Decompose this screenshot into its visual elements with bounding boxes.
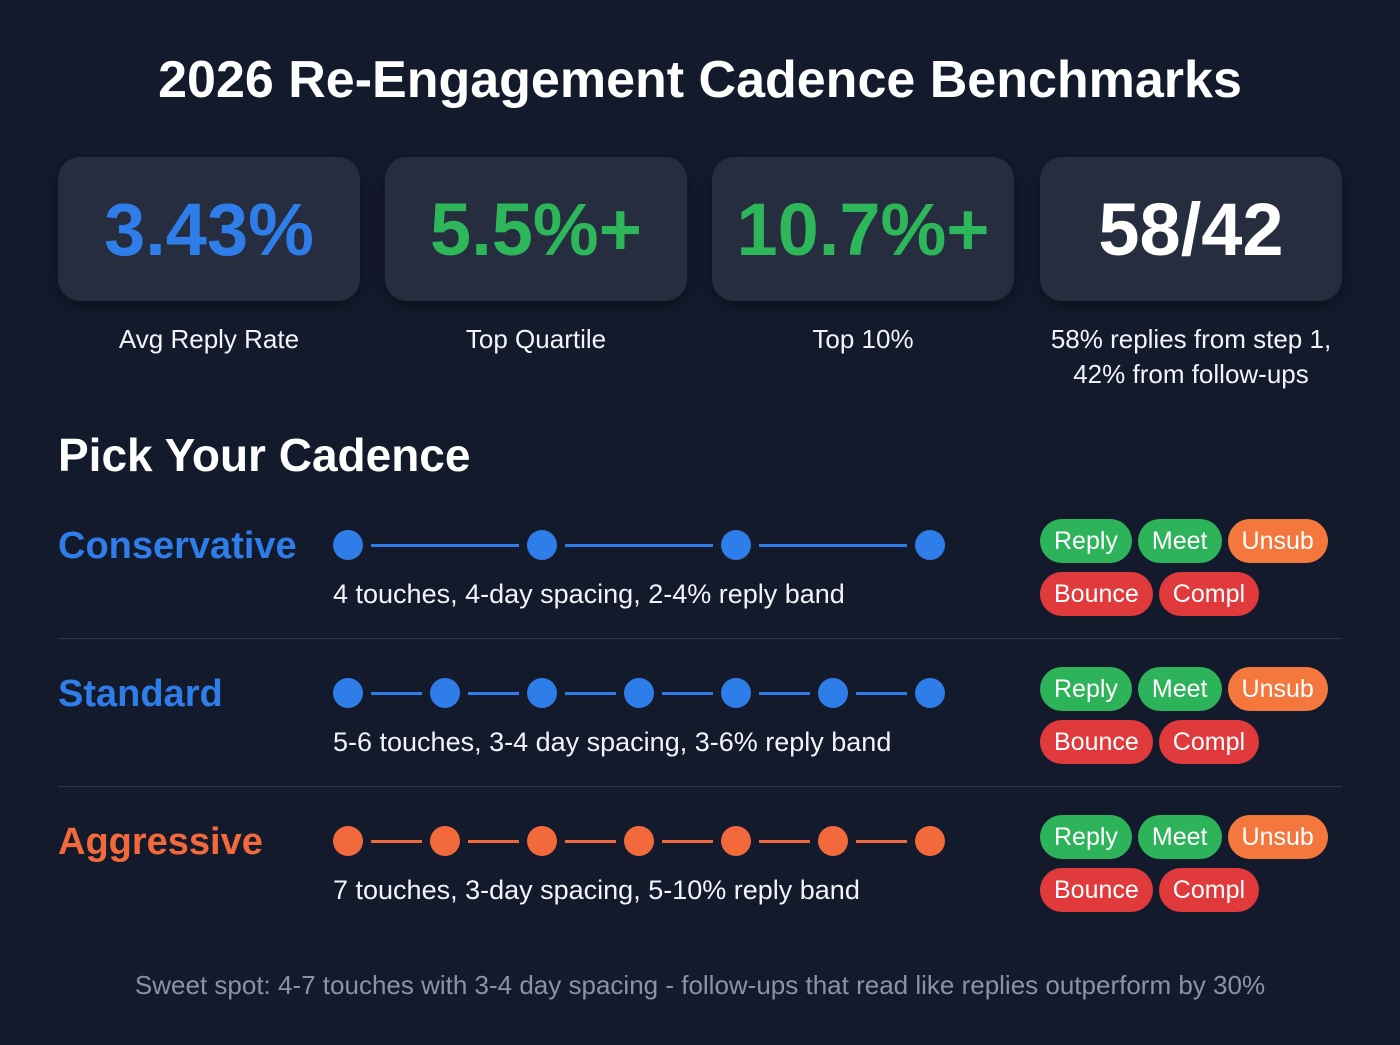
- stat-value: 58/42: [1098, 187, 1284, 271]
- touch-connector: [565, 544, 713, 547]
- touch-dot: [527, 826, 557, 856]
- touch-connector: [662, 840, 713, 843]
- outcome-pill-reply: Reply: [1040, 815, 1132, 859]
- touch-timeline: [333, 529, 945, 561]
- touch-dot: [333, 826, 363, 856]
- stat-label: Top 10%: [812, 324, 914, 354]
- touch-connector: [759, 692, 810, 695]
- outcome-pill-bounce: Bounce: [1040, 720, 1153, 764]
- stat-value: 3.43%: [104, 187, 314, 271]
- cadence-description: 7 touches, 3-day spacing, 5-10% reply ba…: [333, 875, 860, 905]
- cadence-name: Conservative: [58, 525, 297, 567]
- outcome-tags: Reply Meet Unsub Bounce Compl: [1040, 519, 1360, 625]
- touch-dot: [430, 826, 460, 856]
- outcome-tags: Reply Meet Unsub Bounce Compl: [1040, 667, 1360, 773]
- outcome-pill-meet: Meet: [1137, 667, 1222, 711]
- outcome-pill-compl: Compl: [1158, 720, 1260, 764]
- row-divider: [58, 638, 1342, 639]
- page-title: 2026 Re-Engagement Cadence Benchmarks: [158, 51, 1242, 109]
- touch-dot: [527, 530, 557, 560]
- touch-dot: [333, 530, 363, 560]
- cadence-name: Aggressive: [58, 821, 263, 863]
- stat-label: 58% replies from step 1, 42% from follow…: [1050, 324, 1332, 389]
- touch-timeline: [333, 825, 945, 857]
- cadence-description: 4 touches, 4-day spacing, 2-4% reply ban…: [333, 579, 845, 609]
- cadence-description: 5-6 touches, 3-4 day spacing, 3-6% reply…: [333, 727, 892, 757]
- stat-label: Avg Reply Rate: [118, 324, 300, 354]
- touch-connector: [468, 692, 519, 695]
- touch-dot: [915, 678, 945, 708]
- touch-connector: [565, 692, 616, 695]
- touch-connector: [856, 840, 907, 843]
- outcome-pill-bounce: Bounce: [1040, 868, 1153, 912]
- stat-card: 3.43%: [58, 157, 360, 301]
- outcome-pill-reply: Reply: [1040, 667, 1132, 711]
- stat-value: 5.5%+: [430, 187, 642, 271]
- outcome-pill-unsub: Unsub: [1227, 519, 1328, 563]
- footer-note: Sweet spot: 4-7 touches with 3-4 day spa…: [134, 970, 1266, 1000]
- touch-connector: [759, 544, 907, 547]
- row-divider: [58, 786, 1342, 787]
- stat-card: 10.7%+: [712, 157, 1014, 301]
- cadence-row-standard: Standard 5-6 touches, 3-4 day spacing, 3-…: [0, 653, 1400, 801]
- stat-card: 58/42: [1040, 157, 1342, 301]
- outcome-pill-meet: Meet: [1137, 519, 1222, 563]
- touch-dot: [818, 678, 848, 708]
- touch-dot: [527, 678, 557, 708]
- cadence-row-conservative: Conservative 4 touches, 4-day spacing, 2-…: [0, 505, 1400, 653]
- touch-connector: [662, 692, 713, 695]
- outcome-pill-bounce: Bounce: [1040, 572, 1153, 616]
- section-title: Pick Your Cadence: [58, 429, 471, 481]
- outcome-pill-unsub: Unsub: [1227, 667, 1328, 711]
- touch-dot: [624, 826, 654, 856]
- outcome-tags: Reply Meet Unsub Bounce Compl: [1040, 815, 1360, 921]
- touch-dot: [721, 530, 751, 560]
- touch-connector: [565, 840, 616, 843]
- touch-dot: [721, 678, 751, 708]
- outcome-pill-unsub: Unsub: [1227, 815, 1328, 859]
- touch-dot: [915, 826, 945, 856]
- touch-connector: [371, 544, 519, 547]
- touch-connector: [371, 840, 422, 843]
- stat-card: 5.5%+: [385, 157, 687, 301]
- stat-value: 10.7%+: [736, 187, 990, 271]
- touch-dot: [721, 826, 751, 856]
- outcome-pill-meet: Meet: [1137, 815, 1222, 859]
- touch-connector: [759, 840, 810, 843]
- outcome-pill-reply: Reply: [1040, 519, 1132, 563]
- touch-dot: [430, 678, 460, 708]
- touch-dot: [818, 826, 848, 856]
- touch-timeline: [333, 677, 945, 709]
- touch-dot: [333, 678, 363, 708]
- outcome-pill-compl: Compl: [1158, 572, 1260, 616]
- cadence-name: Standard: [58, 673, 223, 715]
- touch-dot: [624, 678, 654, 708]
- touch-dot: [915, 530, 945, 560]
- cadence-row-aggressive: Aggressive 7 touches, 3-day spacing, 5-10…: [0, 801, 1400, 949]
- outcome-pill-compl: Compl: [1158, 868, 1260, 912]
- stat-label: Top Quartile: [465, 324, 607, 354]
- touch-connector: [468, 840, 519, 843]
- touch-connector: [371, 692, 422, 695]
- touch-connector: [856, 692, 907, 695]
